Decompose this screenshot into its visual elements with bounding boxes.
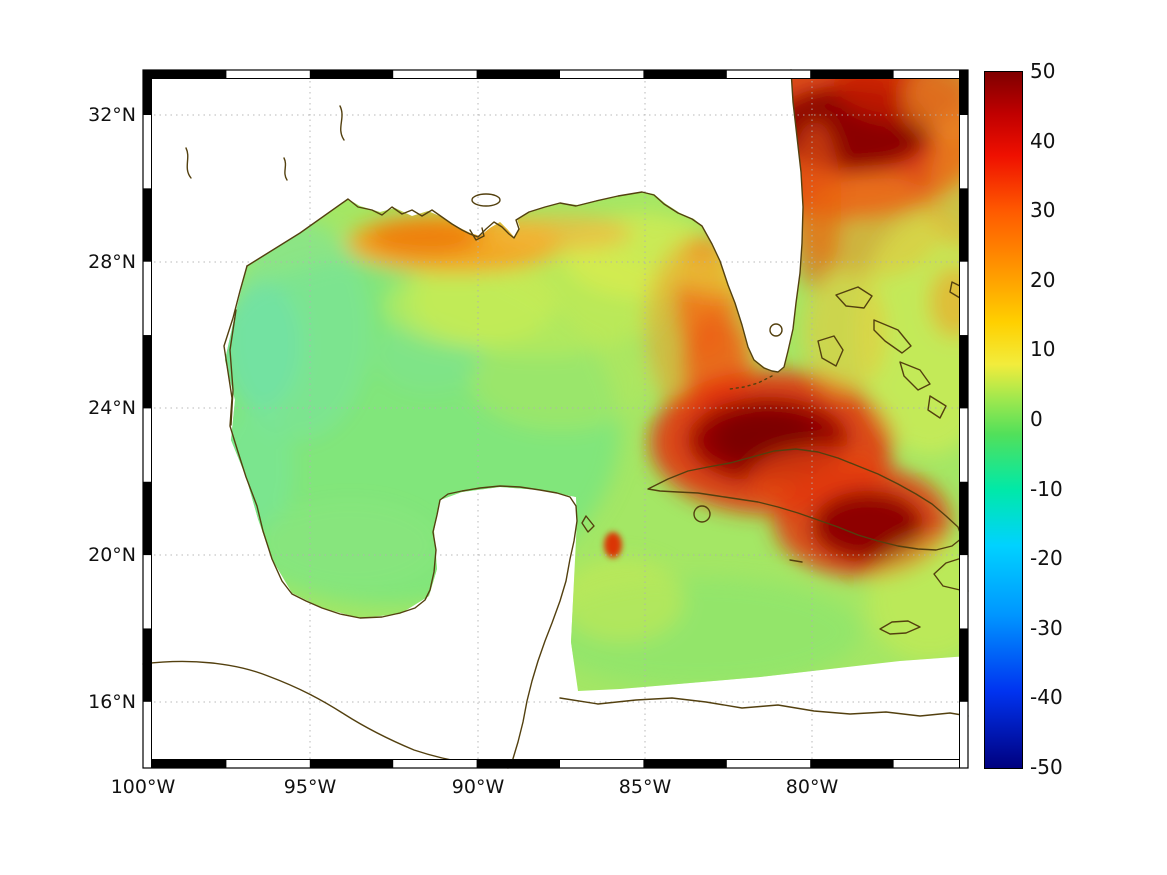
gulf-north-coast bbox=[246, 69, 804, 373]
river-2 bbox=[339, 105, 345, 141]
cozumel bbox=[581, 515, 595, 533]
sea-surface-field bbox=[225, 70, 968, 691]
mexico-yucatan-coast bbox=[223, 265, 578, 769]
lake-pontchartrain bbox=[471, 193, 501, 207]
colorbar-tick-50: 50 bbox=[1030, 59, 1056, 83]
lat-tick-20n: 20°N bbox=[88, 544, 136, 566]
colorbar-tick-m30: -30 bbox=[1030, 616, 1063, 640]
lon-tick-90w: 90°W bbox=[451, 776, 505, 798]
colorbar-tick-0: 0 bbox=[1030, 407, 1043, 431]
lat-tick-16n: 16°N bbox=[88, 691, 136, 713]
florida-keys bbox=[729, 375, 773, 390]
colorbar-tick-40: 40 bbox=[1030, 129, 1056, 153]
lon-tick-80w: 80°W bbox=[785, 776, 839, 798]
colorbar-tick-m50: -50 bbox=[1030, 755, 1063, 779]
colorbar-tick-m10: -10 bbox=[1030, 477, 1063, 501]
lat-tick-32n: 32°N bbox=[88, 104, 136, 126]
colorbar-tick-10: 10 bbox=[1030, 337, 1056, 361]
texas-lagoon bbox=[229, 309, 237, 426]
river-3 bbox=[283, 157, 288, 181]
river-1 bbox=[185, 147, 192, 179]
isle-of-youth bbox=[693, 505, 711, 523]
lon-tick-100w: 100°W bbox=[110, 776, 176, 798]
lon-tick-85w: 85°W bbox=[618, 776, 672, 798]
cayman bbox=[789, 559, 803, 563]
mexico-pacific-coast bbox=[142, 660, 521, 766]
lon-tick-95w: 95°W bbox=[283, 776, 337, 798]
map-frame bbox=[142, 69, 969, 769]
lat-tick-28n: 28°N bbox=[88, 251, 136, 273]
jamaica bbox=[879, 620, 921, 635]
colorbar-tick-20: 20 bbox=[1030, 268, 1056, 292]
graticule-grid bbox=[143, 70, 968, 768]
lake-okeechobee bbox=[769, 323, 783, 337]
bahamas-5 bbox=[927, 395, 947, 419]
lat-tick-24n: 24°N bbox=[88, 397, 136, 419]
colorbar-tick-m20: -20 bbox=[1030, 546, 1063, 570]
bahamas-2 bbox=[873, 319, 912, 354]
bahamas-1 bbox=[835, 286, 873, 309]
bahamas-4 bbox=[899, 361, 931, 391]
colorbar-tick-30: 30 bbox=[1030, 198, 1056, 222]
colorbar-tick-m40: -40 bbox=[1030, 685, 1063, 709]
bahamas-3 bbox=[817, 335, 844, 367]
delta-marsh bbox=[469, 227, 485, 241]
honduras-coast bbox=[559, 697, 969, 717]
colorbar bbox=[984, 71, 1023, 769]
